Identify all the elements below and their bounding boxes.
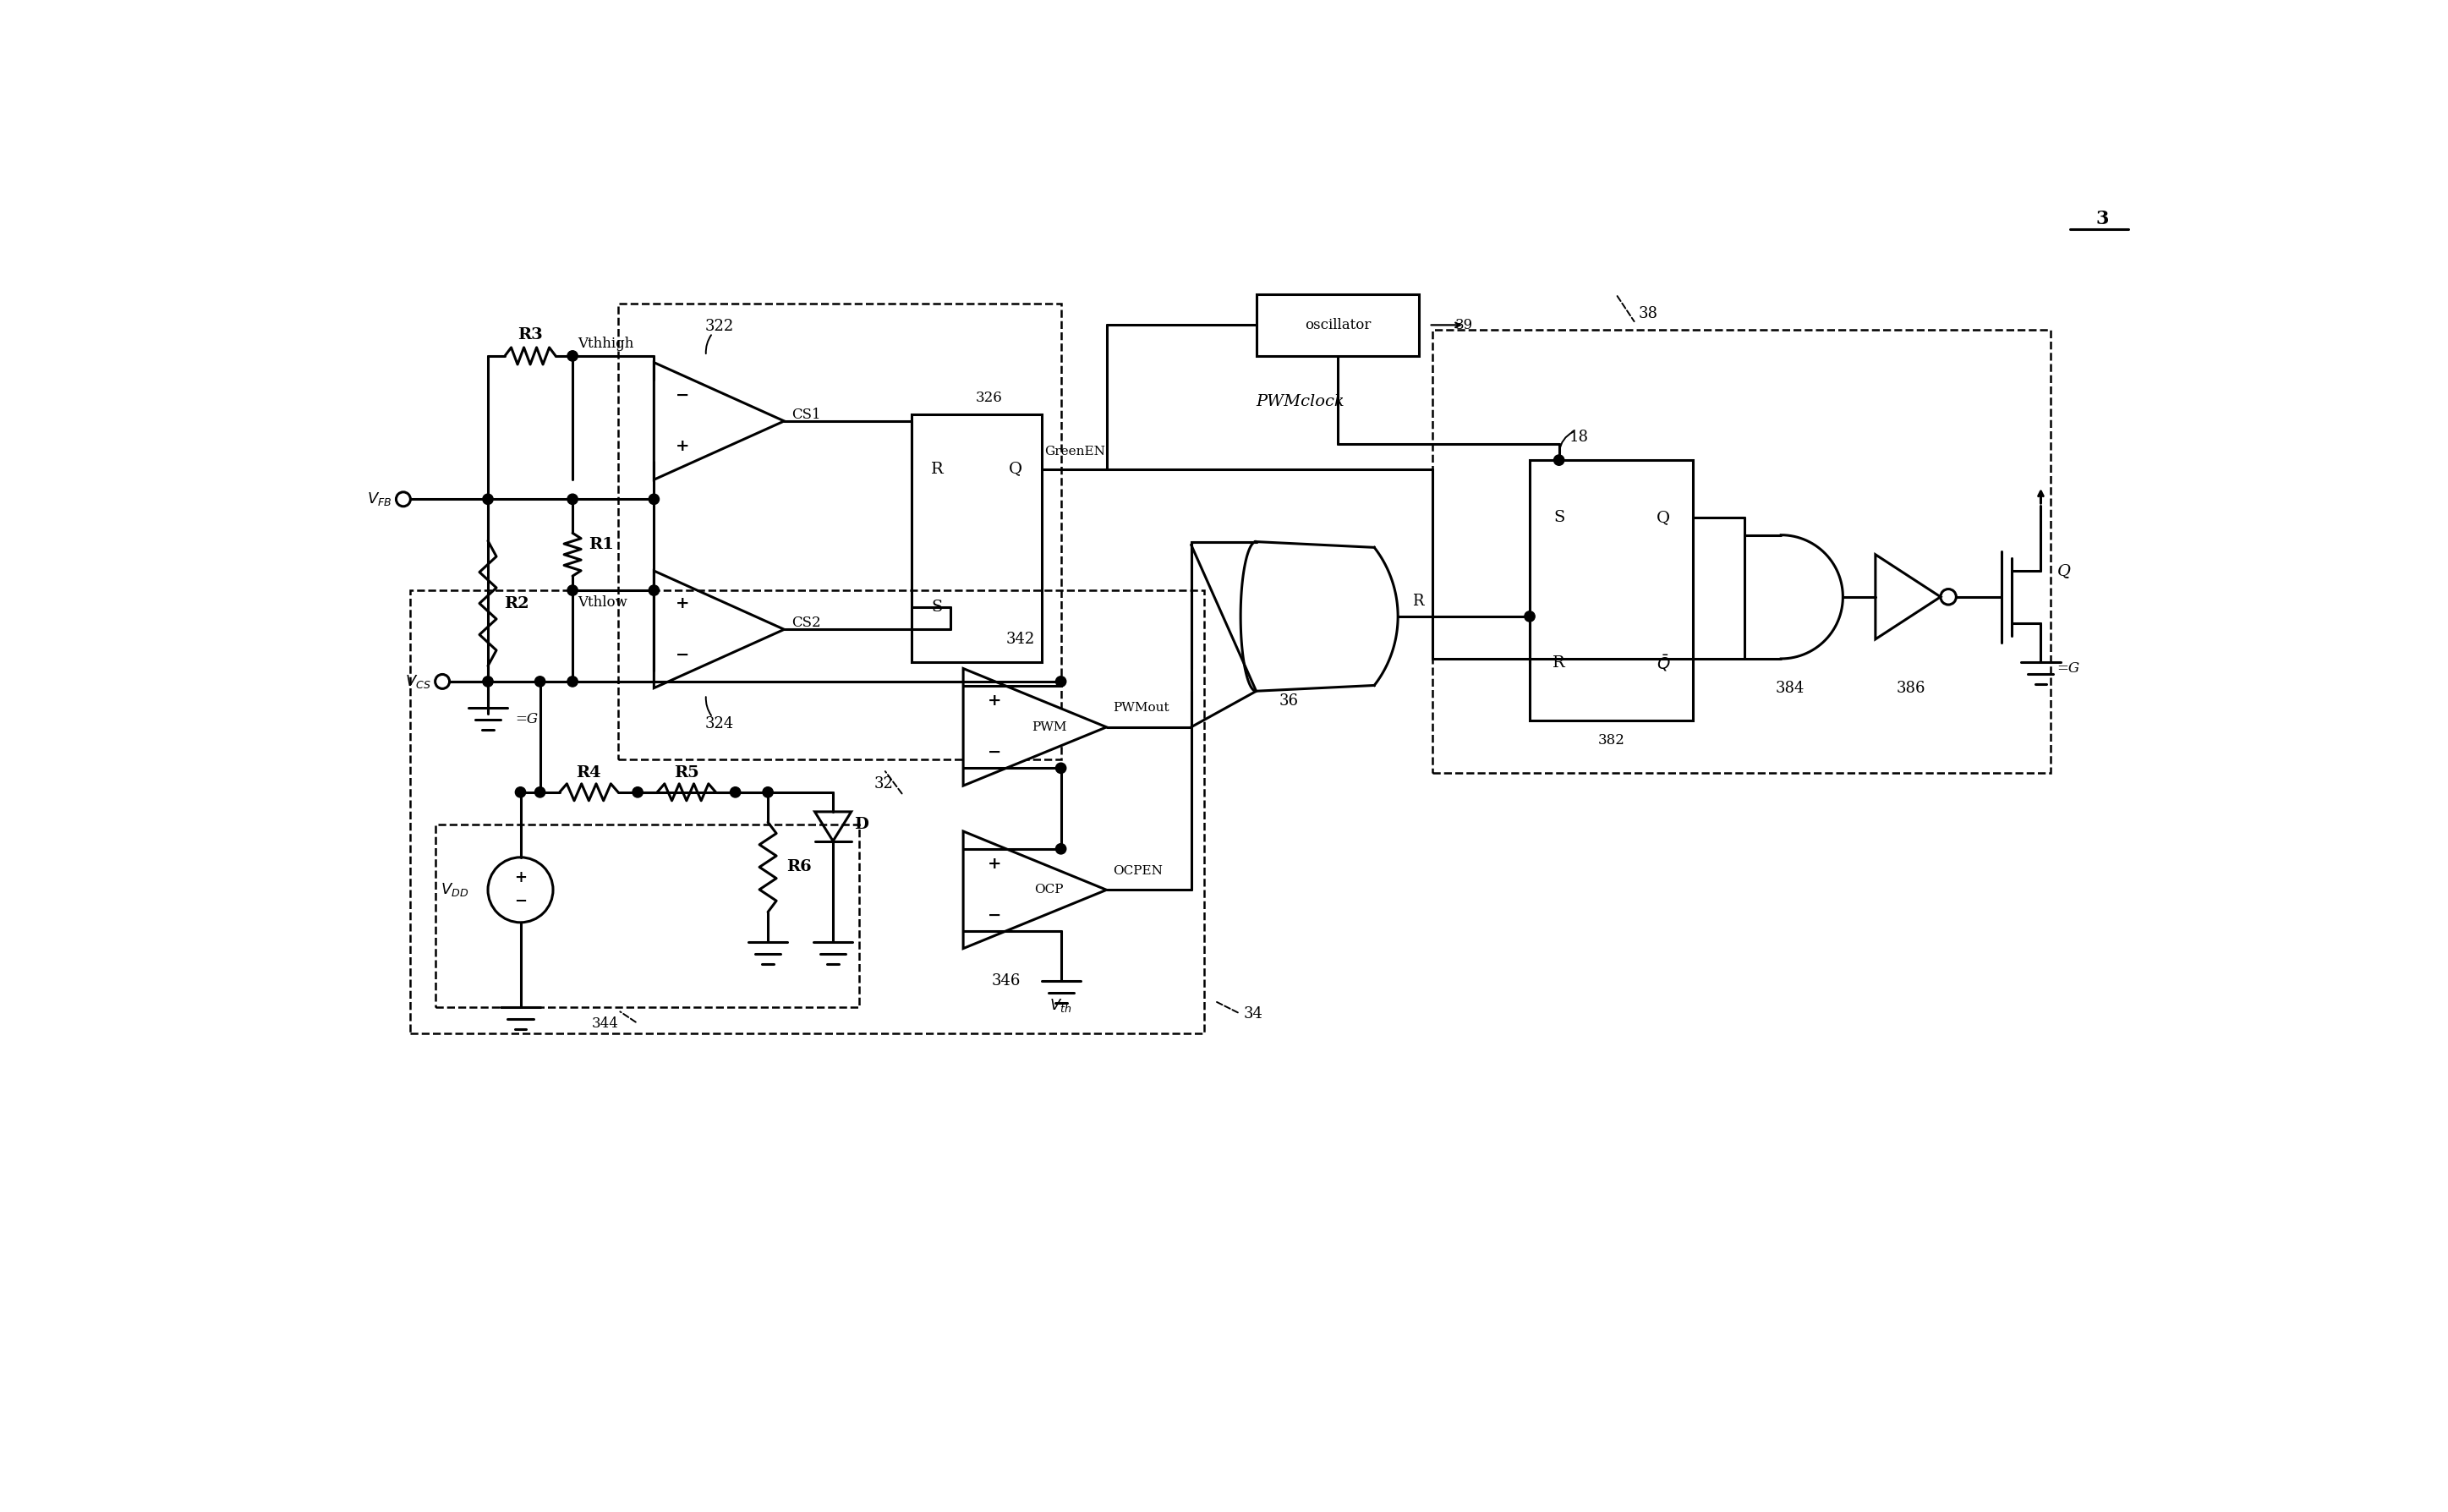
Circle shape	[534, 788, 546, 797]
Text: +: +	[987, 856, 1001, 872]
Text: S: S	[933, 600, 942, 615]
Text: 386: 386	[1897, 680, 1927, 696]
Text: CS2: CS2	[793, 615, 820, 631]
Circle shape	[1055, 844, 1067, 854]
Bar	[1432, 330, 2051, 773]
Circle shape	[568, 676, 578, 686]
Text: $V_{FB}$: $V_{FB}$	[367, 491, 392, 508]
Text: PWMout: PWMout	[1114, 702, 1170, 714]
Text: 39: 39	[1454, 318, 1474, 333]
Text: Vthlow: Vthlow	[578, 596, 627, 609]
Circle shape	[649, 494, 659, 505]
Text: $\bar{Q}$: $\bar{Q}$	[1657, 653, 1670, 673]
Text: CS1: CS1	[793, 407, 820, 422]
Text: Q: Q	[1657, 510, 1670, 525]
Circle shape	[730, 788, 742, 797]
Text: GreenEN: GreenEN	[1045, 446, 1106, 457]
Text: 32: 32	[874, 776, 894, 791]
Text: 324: 324	[705, 717, 734, 732]
Text: −: −	[989, 909, 1001, 924]
Circle shape	[568, 494, 578, 505]
Bar	[1256, 295, 1420, 355]
Text: −: −	[676, 647, 690, 662]
Text: OCP: OCP	[1036, 885, 1065, 895]
Bar	[1530, 460, 1692, 721]
Text: +: +	[987, 694, 1001, 709]
Text: =G: =G	[514, 712, 539, 726]
Polygon shape	[962, 832, 1106, 948]
Circle shape	[482, 494, 492, 505]
Text: PWM: PWM	[1031, 721, 1067, 733]
Text: R: R	[1412, 593, 1425, 609]
Bar	[619, 304, 1060, 759]
Text: R: R	[930, 461, 942, 476]
Text: D: D	[854, 816, 869, 833]
Text: −: −	[989, 745, 1001, 761]
Text: $V_{th}$: $V_{th}$	[1050, 998, 1072, 1015]
Text: +: +	[676, 438, 690, 455]
Circle shape	[482, 676, 492, 686]
Circle shape	[514, 788, 526, 797]
Circle shape	[568, 585, 578, 596]
Circle shape	[1525, 611, 1535, 621]
Text: R4: R4	[575, 765, 602, 780]
Text: 3: 3	[2095, 210, 2110, 228]
Text: 322: 322	[705, 319, 734, 334]
Text: Q: Q	[2056, 562, 2071, 579]
Text: 326: 326	[977, 390, 1004, 405]
Circle shape	[632, 788, 644, 797]
Text: R5: R5	[673, 765, 700, 780]
Text: 384: 384	[1775, 680, 1804, 696]
Text: Q: Q	[1009, 461, 1023, 476]
Text: 344: 344	[592, 1018, 619, 1031]
Circle shape	[764, 788, 774, 797]
Text: 18: 18	[1569, 429, 1589, 445]
Polygon shape	[654, 572, 783, 688]
Text: $V_{DD}$: $V_{DD}$	[441, 881, 468, 898]
Polygon shape	[654, 363, 783, 479]
Text: $V_{CS}$: $V_{CS}$	[404, 673, 431, 689]
Bar	[911, 414, 1040, 662]
Circle shape	[568, 351, 578, 361]
Text: Vthhigh: Vthhigh	[578, 336, 634, 351]
Text: −: −	[676, 387, 690, 402]
Text: R2: R2	[504, 596, 529, 611]
Circle shape	[534, 676, 546, 686]
Text: 346: 346	[991, 974, 1021, 989]
Polygon shape	[1875, 555, 1941, 640]
Circle shape	[1055, 764, 1067, 773]
Text: 36: 36	[1278, 694, 1297, 709]
Polygon shape	[962, 668, 1106, 786]
Text: 38: 38	[1638, 305, 1657, 321]
Text: R6: R6	[786, 859, 810, 875]
Bar	[436, 824, 859, 1007]
Text: OCPEN: OCPEN	[1114, 865, 1163, 877]
Text: −: −	[514, 894, 526, 909]
Text: PWMclock: PWMclock	[1256, 395, 1344, 410]
Text: 342: 342	[1006, 632, 1036, 647]
Text: R: R	[1552, 656, 1564, 671]
Text: oscillator: oscillator	[1305, 318, 1371, 333]
Text: 382: 382	[1599, 733, 1625, 747]
Text: +: +	[514, 871, 526, 886]
Text: R3: R3	[517, 328, 543, 343]
Polygon shape	[815, 812, 852, 841]
Text: +: +	[676, 596, 690, 611]
Text: R1: R1	[590, 537, 614, 552]
Circle shape	[1554, 455, 1564, 466]
Circle shape	[1055, 676, 1067, 686]
Bar	[409, 590, 1204, 1033]
Circle shape	[649, 585, 659, 596]
Text: S: S	[1554, 510, 1564, 525]
Text: =G: =G	[2056, 661, 2081, 676]
Text: 34: 34	[1244, 1005, 1263, 1021]
